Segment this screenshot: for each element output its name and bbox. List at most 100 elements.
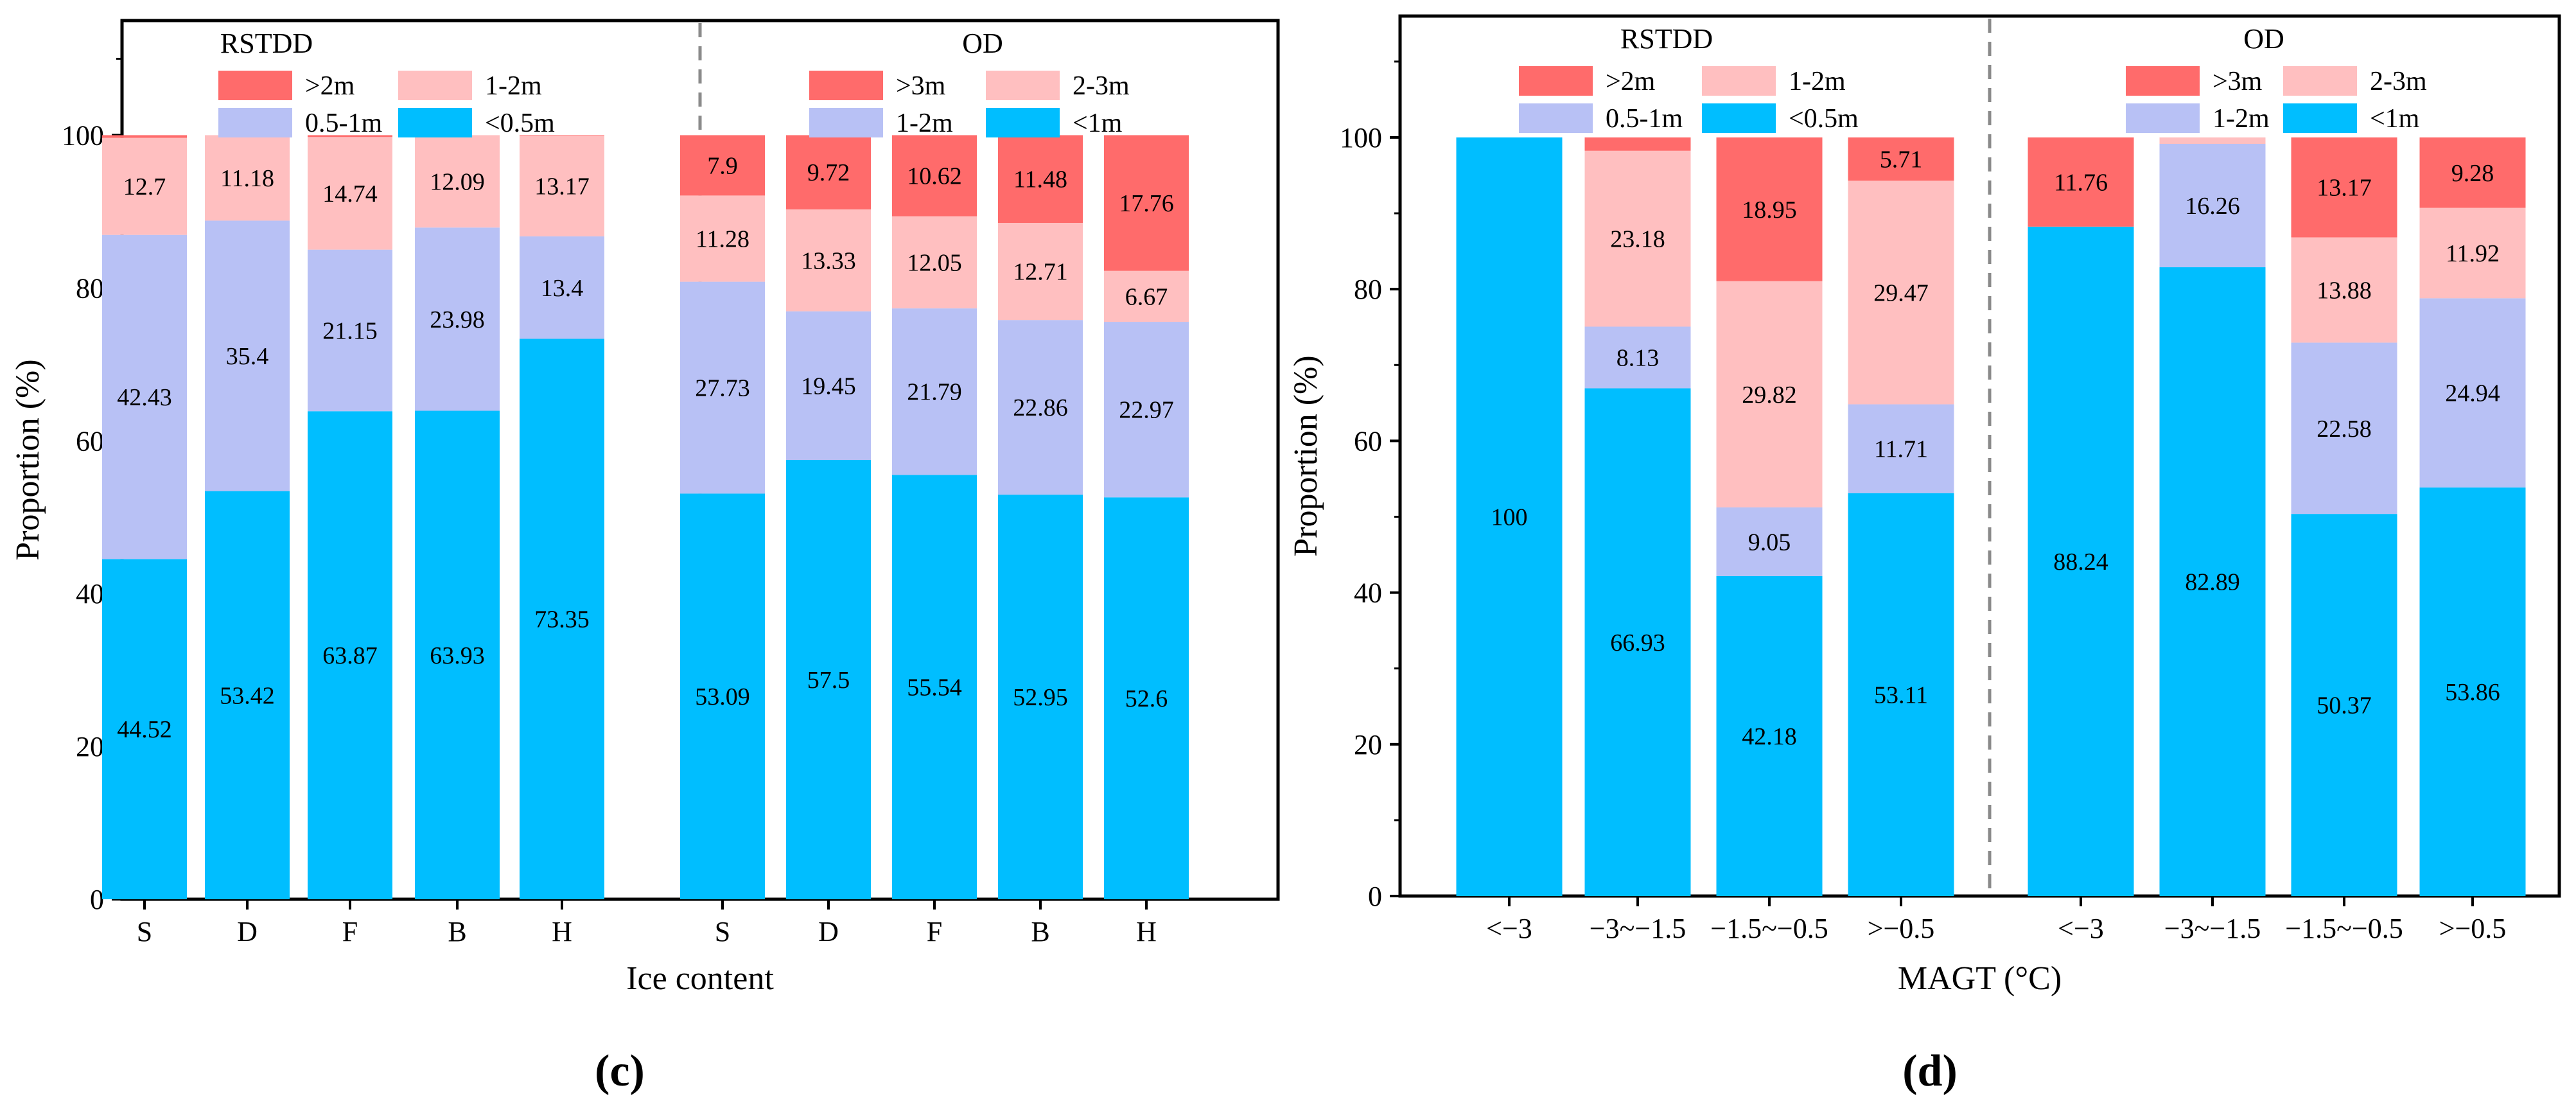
y-tick-label: 60 (1354, 425, 1382, 457)
group-title: RSTDD (1620, 23, 1713, 55)
bar-segment-0.5-1m (102, 234, 187, 559)
data-label: 5.71 (1880, 146, 1923, 173)
data-label: 12.09 (430, 168, 485, 195)
bar-segment-3m (892, 135, 977, 216)
x-tick-label: H (1136, 916, 1157, 947)
panel-label: (d) (1902, 1046, 1958, 1096)
data-label: 21.79 (907, 379, 962, 406)
data-label: 13.17 (2317, 175, 2372, 202)
bar-segment-0.5-1m (1716, 507, 1823, 576)
bar-segment-1-2m (1716, 281, 1823, 507)
data-label: 82.89 (2185, 569, 2240, 596)
bar-segment-1m (892, 475, 977, 899)
data-label: 29.47 (1873, 279, 1929, 306)
x-tick-label: <−3 (2058, 913, 2104, 944)
bar-segment-1m (2291, 514, 2397, 896)
legend-label: 1-2m (485, 71, 542, 101)
y-tick-label: 0 (90, 884, 104, 915)
bar-segment-1-2m (786, 311, 871, 460)
data-label: 13.33 (801, 247, 856, 274)
data-label: 11.76 (2054, 169, 2108, 196)
x-tick-label: −1.5~−0.5 (2285, 913, 2403, 944)
x-axis-title: MAGT (°C) (1898, 960, 2062, 997)
data-label: 11.71 (1874, 436, 1928, 463)
y-tick-label: 40 (76, 578, 104, 610)
legend-label: 2-3m (2370, 67, 2427, 96)
data-label: 9.72 (807, 159, 850, 186)
legend-swatch (2283, 103, 2357, 133)
data-label: 53.42 (220, 682, 275, 709)
bar-segment-1-2m (2419, 298, 2526, 488)
legend-label: <0.5m (1789, 104, 1859, 134)
y-tick-label: 20 (76, 731, 104, 762)
bar-segment-1-2m (1584, 150, 1691, 327)
data-label: 53.11 (1874, 682, 1928, 708)
data-label: 66.93 (1610, 629, 1665, 656)
data-label: 27.73 (695, 375, 750, 402)
data-label: 11.28 (696, 226, 749, 253)
legend-swatch (2126, 103, 2200, 133)
data-label: 17.76 (1119, 190, 1174, 217)
data-label: 13.88 (2317, 277, 2372, 304)
y-axis-title: Proportion (%) (10, 359, 46, 560)
data-label: 7.9 (707, 152, 738, 179)
legend-swatch (2126, 66, 2200, 96)
bar-segment-1-2m (2291, 342, 2397, 514)
bar-segment-2m (102, 135, 187, 138)
bar-segment-2m (1584, 137, 1691, 151)
legend-label: <0.5m (485, 109, 555, 138)
data-label: 13.17 (534, 173, 590, 200)
data-label: 12.7 (123, 173, 166, 200)
y-tick-label: 60 (76, 425, 104, 457)
data-label: 88.24 (2053, 549, 2108, 576)
data-label: 55.54 (907, 674, 962, 701)
bar-segment-1-2m (998, 320, 1083, 495)
bar-segment-2-3m (2419, 207, 2526, 299)
data-label: 52.95 (1013, 684, 1068, 711)
data-label: 22.97 (1119, 397, 1174, 424)
data-label: 9.28 (2451, 160, 2494, 187)
data-label: 22.58 (2317, 416, 2372, 443)
data-label: 19.45 (801, 373, 856, 400)
legend-label: 1-2m (2212, 104, 2270, 134)
y-tick-label: 80 (1354, 274, 1382, 305)
x-tick-label: <−3 (1486, 913, 1532, 944)
bar-segment-2m (1848, 137, 1954, 181)
data-label: 18.95 (1742, 197, 1797, 224)
bar-segment-1m (680, 493, 765, 899)
x-tick-label: S (137, 916, 152, 947)
bar-segment-1-2m (892, 308, 977, 475)
bar-segment-1m (2159, 267, 2266, 896)
bar-segment-0.5-1m (1848, 404, 1954, 493)
bar-segment-0.5m (308, 411, 392, 899)
data-label: 11.48 (1013, 166, 1067, 193)
x-tick-label: −3~−1.5 (2164, 913, 2261, 944)
legend-label: 0.5-1m (1606, 104, 1683, 134)
bar-segment-2m (1716, 137, 1823, 281)
bar-segment-0.5m (415, 410, 500, 899)
y-tick-label: 80 (76, 272, 104, 304)
x-tick-label: D (818, 916, 839, 947)
y-tick-label: 20 (1354, 729, 1382, 761)
legend-swatch (398, 71, 472, 100)
bar-segment-1-2m (2159, 144, 2266, 268)
bar-segment-1-2m (1848, 180, 1954, 405)
data-label: 42.18 (1742, 723, 1797, 750)
data-label: 12.71 (1013, 259, 1068, 286)
data-label: 63.87 (322, 642, 378, 669)
legend-label: 1-2m (896, 109, 953, 138)
data-label: 13.4 (541, 275, 584, 302)
x-tick-label: −3~−1.5 (1590, 913, 1686, 944)
data-label: 100 (1491, 504, 1528, 531)
x-tick-label: S (715, 916, 730, 947)
bar-segment-1-2m (1104, 322, 1189, 498)
legend-swatch (218, 71, 292, 100)
bar-segment-1m (786, 460, 871, 899)
bar-segment-2-3m (998, 222, 1083, 321)
legend-swatch (398, 108, 472, 137)
panel-label: (c) (595, 1046, 645, 1096)
legend-swatch (986, 108, 1060, 137)
data-label: 52.6 (1125, 685, 1168, 712)
bar-segment-2-3m (680, 195, 765, 282)
